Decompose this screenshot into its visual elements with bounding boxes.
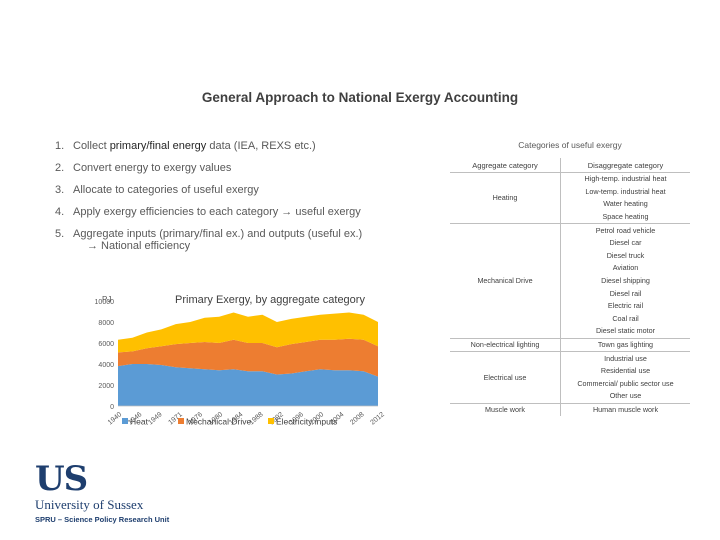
step-number: 3. [55, 184, 65, 196]
step-item: 4. Apply exergy efficiencies to each cate… [55, 206, 445, 218]
primary-exergy-chart: Primary Exergy, by aggregate category PJ 0… [95, 294, 386, 427]
y-tick-label: 10000 [95, 299, 115, 306]
slide-title: General Approach to National Exergy Acco… [201, 90, 519, 105]
step-item: 1. Collect primary/final energy data (IEA… [55, 140, 445, 152]
aggregate-category: Electrical use [450, 351, 561, 404]
legend-swatch [268, 418, 274, 424]
x-tick-label: 2012 [369, 411, 386, 426]
area-heat [118, 364, 378, 406]
disaggregate-category: Low-temp. industrial heat [560, 185, 690, 199]
x-tick-label: 2008 [349, 411, 366, 426]
disaggregate-category: Industrial use [560, 351, 690, 365]
categories-title: Categories of useful exergy [518, 140, 622, 150]
area-electricity-inputs [118, 312, 378, 353]
step-text: Aggregate inputs (primary/final ex.) and… [73, 228, 363, 240]
disaggregate-category: Commercial/ public sector use [560, 377, 690, 391]
disaggregate-category: Residential use [560, 364, 690, 378]
disaggregate-category: Aviation [560, 262, 690, 275]
step-item: 5. Aggregate inputs (primary/final ex.) a… [55, 228, 445, 252]
step-number: 2. [55, 162, 65, 174]
steps-list: 1. Collect primary/final energy data (IEA… [55, 140, 445, 252]
y-tick-label: 2000 [98, 383, 114, 390]
disaggregate-category: High-temp. industrial heat [560, 172, 690, 186]
y-axis-label: PJ [102, 295, 111, 304]
aggregate-category: Heating [492, 193, 518, 203]
y-tick-label: 0 [110, 404, 114, 411]
step-text: Allocate to categories of useful exergy [73, 184, 259, 196]
logo-unit-name: SPRU – Science Policy Research Unit [35, 515, 170, 524]
area-mechanical-drive [118, 338, 378, 377]
y-tick-label: 8000 [98, 320, 114, 327]
logo-university-name: University of Sussex [35, 497, 144, 512]
disaggregate-category: Diesel shipping [560, 274, 690, 288]
disaggregate-category: Electric rail [560, 299, 690, 313]
legend-label: Electricity inputs [276, 417, 337, 427]
aggregate-category: Mechanical Drive [450, 223, 561, 339]
y-tick-label: 6000 [98, 341, 114, 348]
disaggregate-column-header: Disaggregate category [560, 158, 690, 173]
x-tick-label: 1940 [107, 411, 124, 426]
x-tick-label: 1949 [147, 411, 164, 426]
step-subtext: → National efficiency [87, 240, 191, 252]
step-highlight: primary/final energy [109, 140, 207, 152]
step-item: 3. Allocate to categories of useful exerg… [55, 184, 445, 196]
disaggregate-category: Diesel rail [560, 287, 690, 300]
step-item: 2. Convert energy to exergy values [55, 162, 445, 174]
legend-swatch [122, 418, 128, 424]
disaggregate-category: Other use [560, 390, 690, 404]
aggregate-category: Non-electrical lighting [450, 337, 561, 352]
disaggregate-category: Diesel truck [560, 249, 690, 263]
step-number: 5. [55, 228, 65, 240]
aggregate-category: Muscle work [450, 402, 561, 417]
step-number: 4. [55, 206, 65, 218]
disaggregate-category: Human muscle work [560, 402, 690, 417]
disaggregate-category: Petrol road vehicle [560, 223, 690, 237]
chart-title: Primary Exergy, by aggregate category [175, 294, 365, 306]
aggregate-column-header: Aggregate category [450, 158, 561, 173]
step-text: Collect primary/final energy data (IEA, … [55, 140, 445, 152]
university-logo: US University of Sussex SPRU – Science P… [35, 462, 169, 524]
disaggregate-category: Town gas lighting [560, 337, 690, 352]
step-text-part: Collect [73, 140, 110, 152]
legend-swatch [178, 418, 184, 424]
disaggregate-category: Space heating [560, 210, 690, 224]
logo-mark: US [35, 459, 88, 499]
categories-table: Aggregate category Disaggregate category… [450, 158, 690, 417]
step-text-part: data (IEA, REXS etc.) [206, 140, 316, 152]
y-tick-label: 4000 [98, 362, 114, 369]
step-text: Apply exergy efficiencies to each catego… [73, 206, 361, 218]
disaggregate-category: Water heating [560, 198, 690, 211]
step-number: 1. [55, 140, 65, 152]
legend-label: Mechanical Drive [186, 417, 251, 427]
disaggregate-category: Diesel car [560, 236, 690, 250]
disaggregate-category: Diesel static motor [560, 325, 690, 339]
disaggregate-category: Coal rail [560, 312, 690, 326]
step-text: Convert energy to exergy values [73, 162, 232, 174]
legend-label: Heat [130, 417, 149, 427]
